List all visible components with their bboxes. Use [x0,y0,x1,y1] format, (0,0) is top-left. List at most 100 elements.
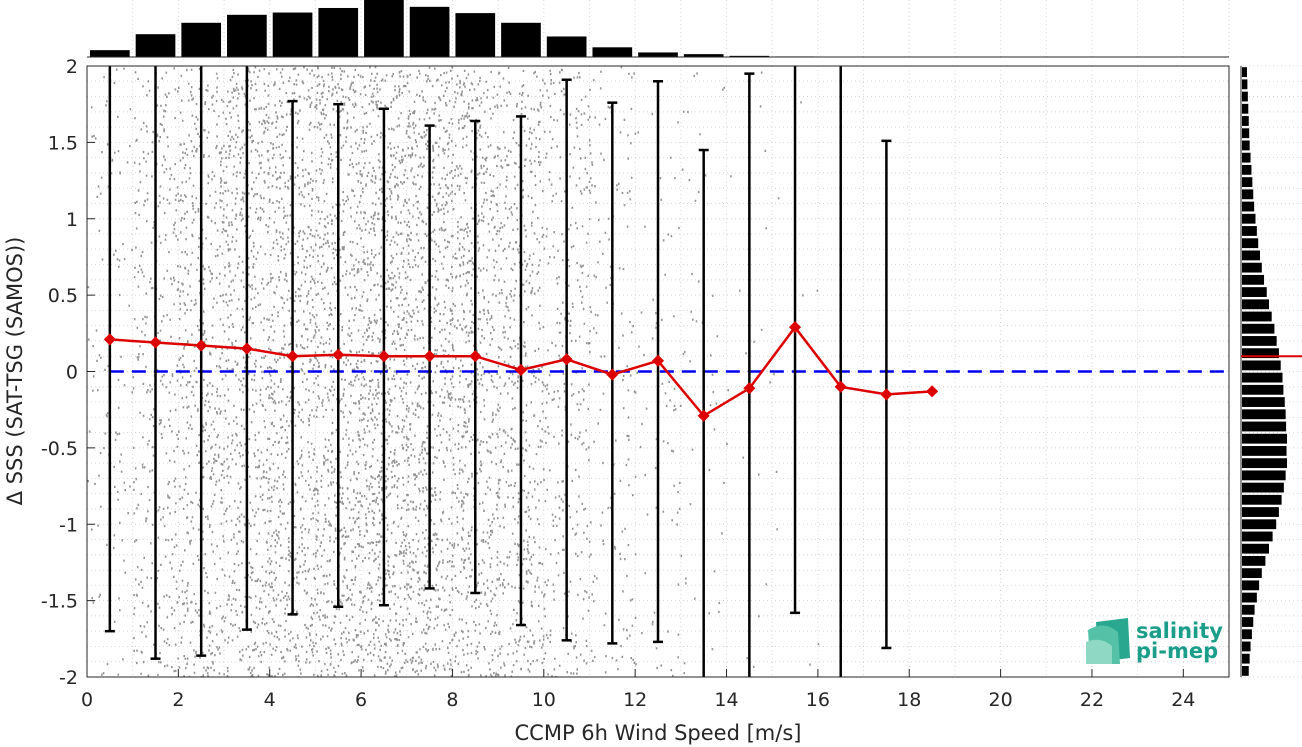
x-tick-label: 12 [623,689,647,711]
right-histogram-bar [1242,556,1266,566]
right-histogram-bar [1242,641,1251,652]
right-histogram-bar [1242,226,1257,236]
top-histogram-bar [227,14,267,57]
mean-bias-points [103,321,939,422]
y-axis-ticks: -2 -1.5 -1 -0.5 0 0.5 1 1.5 2 [41,56,95,689]
right-histogram-bar [1242,67,1247,78]
top-histogram-bar [455,13,496,57]
right-histogram-bar [1242,348,1279,359]
right-histogram-bar [1242,446,1287,456]
top-histogram-grid [132,0,1230,57]
y-tick-label: 1 [66,209,78,231]
top-histogram-bar [546,36,587,57]
right-histogram-bar [1242,189,1254,200]
right-histogram-bar [1242,665,1249,676]
right-histogram-bar [1242,91,1248,102]
right-histogram-bar [1242,372,1283,383]
right-histogram-bar [1242,116,1249,126]
right-histogram-bar [1242,152,1251,163]
x-tick-label: 4 [264,689,276,711]
mean-point [149,336,162,349]
top-histogram-bar [729,55,770,57]
mean-point [332,348,345,361]
right-histogram-bar [1242,458,1287,469]
mean-point [514,363,528,377]
right-histogram-bar [1242,507,1279,517]
top-histogram-bar [638,52,678,57]
mean-point [195,339,208,352]
top-histogram-bar [592,47,633,57]
top-histogram-bars [90,0,815,58]
right-histogram-bar [1242,299,1269,310]
right-histogram-bar [1242,604,1255,615]
right-histogram-bar [1242,262,1262,273]
mean-point [286,350,299,363]
right-histogram-bar [1242,177,1253,187]
top-histogram-bar [409,6,450,57]
mean-point [423,350,436,363]
right-histogram-bar [1242,103,1249,114]
right-histogram-bar [1242,629,1252,640]
logo-text-pi-mep: pi-mep [1136,639,1218,663]
mean-point [377,350,390,363]
right-histogram-bar [1242,287,1267,297]
right-histogram-bar [1242,360,1281,371]
x-tick-label: 8 [446,689,458,711]
x-tick-label: 18 [897,689,921,711]
right-histogram-bar [1242,482,1284,493]
mean-point [743,382,756,395]
y-tick-label: 0.5 [48,285,78,307]
right-histogram-bar [1242,336,1277,346]
wave-logo-icon [1086,618,1130,664]
right-histogram-bar [1242,433,1287,444]
right-histogram-bar [1242,592,1257,603]
right-histogram-bar [1242,238,1259,249]
top-histogram-panel [87,0,1230,58]
salinity-pi-mep-logo: salinity pi-mep [1086,618,1223,664]
right-histogram-bar [1242,140,1250,151]
y-tick-label: 2 [66,56,78,78]
right-histogram-panel [1240,65,1302,678]
right-histogram-bar [1242,519,1277,530]
y-axis-label: Δ SSS (SAT-TSG (SAMOS)) [3,237,27,506]
right-histogram-bar [1242,201,1255,212]
right-histogram-bar [1242,531,1273,542]
right-histogram-bar [1242,397,1285,407]
mean-point [103,333,116,346]
right-histogram-bar [1242,384,1284,395]
mean-point [788,321,802,334]
right-histogram-bar [1242,128,1250,139]
right-histogram-bar [1242,213,1256,224]
right-histogram-bar [1242,653,1250,664]
x-tick-label: 2 [172,689,184,711]
right-histogram-bar [1242,494,1282,505]
right-histogram-bar [1242,274,1265,285]
right-histogram-bar [1242,617,1254,627]
x-tick-label: 14 [714,689,738,711]
mean-point [697,409,710,422]
mean-point [880,388,893,401]
mean-point [606,368,619,381]
x-tick-label: 10 [532,689,556,711]
right-histogram-bar [1242,580,1260,591]
x-tick-label: 22 [1080,689,1104,711]
mean-point [469,350,482,363]
top-histogram-bar [683,54,724,57]
right-histogram-bar [1242,323,1275,334]
right-histogram-bar [1242,543,1269,554]
top-histogram-bar [90,50,130,57]
top-histogram-bar [501,22,541,57]
right-histogram-bar [1242,421,1287,432]
y-tick-label: -0.5 [41,438,78,460]
right-histogram-bar [1242,79,1248,90]
top-histogram-bar [181,22,222,57]
x-tick-label: 0 [81,689,93,711]
right-histogram-bar [1242,311,1272,322]
main-plot-area [86,65,1230,678]
right-histogram-bar [1242,164,1252,175]
mean-point [651,354,665,367]
right-histogram-bars [1242,67,1287,676]
x-tick-label: 24 [1171,689,1195,711]
y-tick-label: -1.5 [41,591,78,613]
top-histogram-bar [272,12,313,57]
